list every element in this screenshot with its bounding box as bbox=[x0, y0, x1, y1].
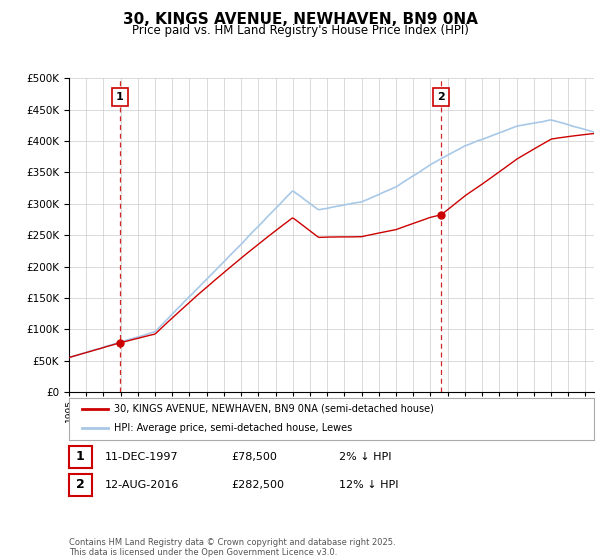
Text: 2% ↓ HPI: 2% ↓ HPI bbox=[339, 452, 391, 462]
Text: 2: 2 bbox=[437, 92, 445, 102]
Text: 12-AUG-2016: 12-AUG-2016 bbox=[105, 480, 179, 490]
Text: Price paid vs. HM Land Registry's House Price Index (HPI): Price paid vs. HM Land Registry's House … bbox=[131, 24, 469, 37]
Text: 1: 1 bbox=[116, 92, 124, 102]
Text: HPI: Average price, semi-detached house, Lewes: HPI: Average price, semi-detached house,… bbox=[113, 423, 352, 433]
Text: 1: 1 bbox=[76, 450, 85, 464]
Text: 2: 2 bbox=[76, 478, 85, 492]
Text: £282,500: £282,500 bbox=[231, 480, 284, 490]
Text: £78,500: £78,500 bbox=[231, 452, 277, 462]
Text: 11-DEC-1997: 11-DEC-1997 bbox=[105, 452, 179, 462]
Text: 12% ↓ HPI: 12% ↓ HPI bbox=[339, 480, 398, 490]
Text: 30, KINGS AVENUE, NEWHAVEN, BN9 0NA (semi-detached house): 30, KINGS AVENUE, NEWHAVEN, BN9 0NA (sem… bbox=[113, 404, 433, 414]
Text: 30, KINGS AVENUE, NEWHAVEN, BN9 0NA: 30, KINGS AVENUE, NEWHAVEN, BN9 0NA bbox=[122, 12, 478, 27]
Text: Contains HM Land Registry data © Crown copyright and database right 2025.
This d: Contains HM Land Registry data © Crown c… bbox=[69, 538, 395, 557]
